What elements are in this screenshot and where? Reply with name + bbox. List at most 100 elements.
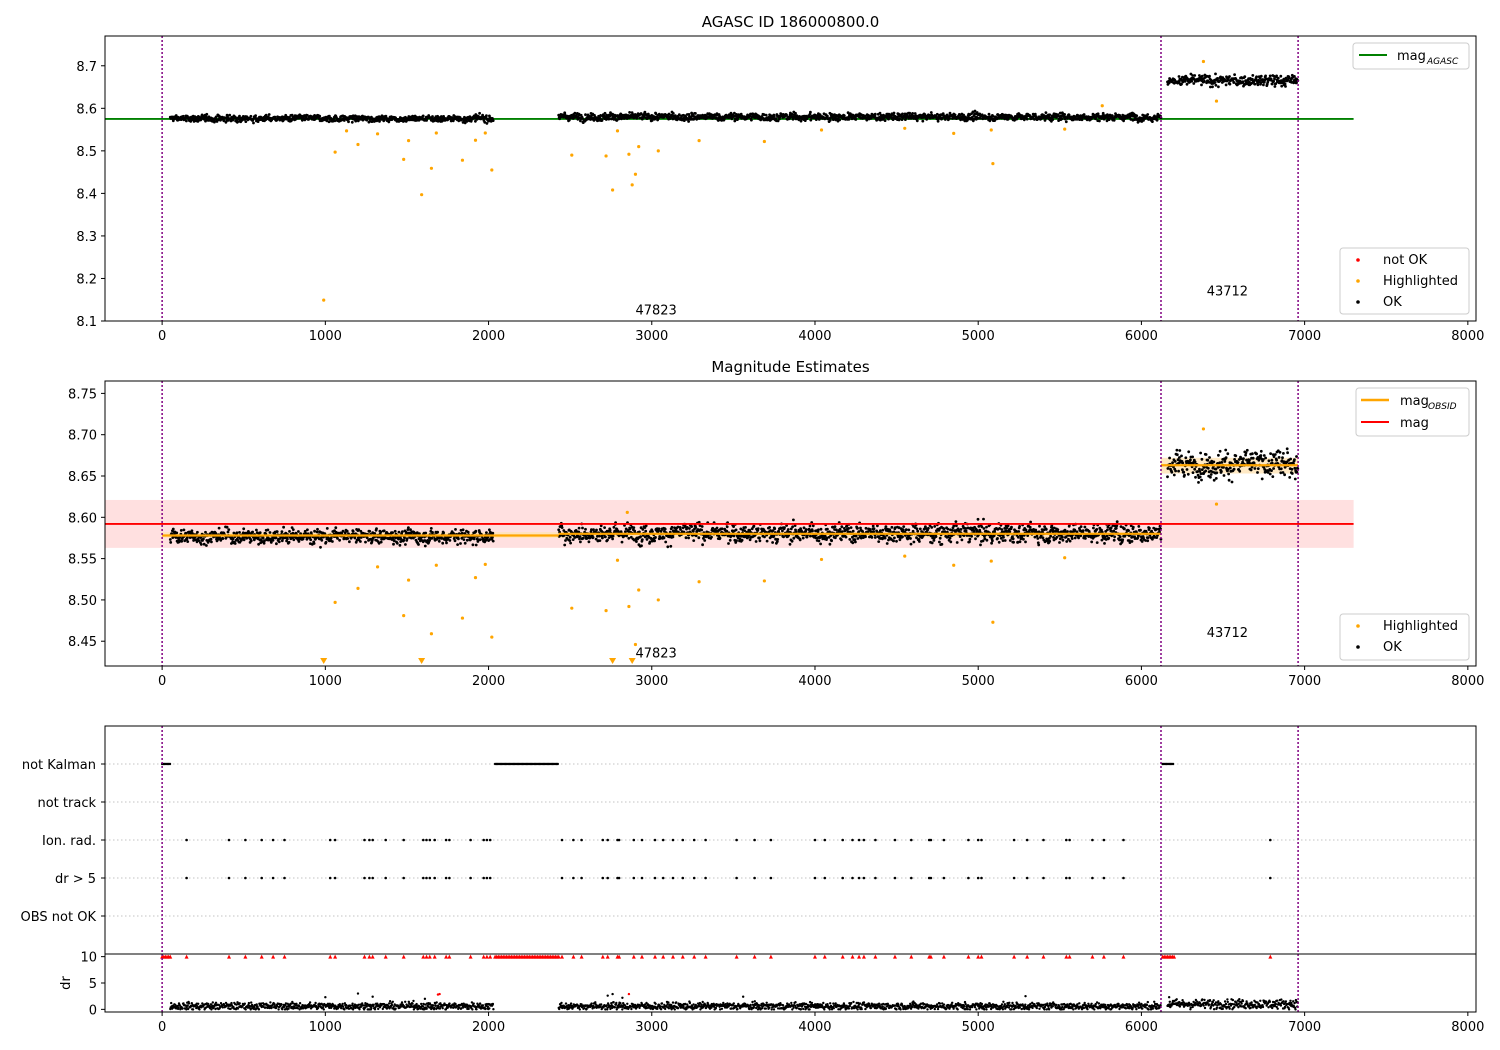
ok-point bbox=[1194, 475, 1197, 479]
ok-point bbox=[333, 119, 337, 123]
ok-point bbox=[1123, 527, 1126, 531]
ok-point bbox=[628, 111, 631, 114]
ok-point bbox=[688, 527, 691, 530]
ok-point bbox=[1185, 82, 1189, 86]
ok-point bbox=[1058, 537, 1062, 541]
ok-point bbox=[955, 524, 958, 528]
ok-point bbox=[465, 120, 469, 123]
ok-point bbox=[1212, 478, 1216, 482]
ok-point bbox=[1256, 471, 1259, 474]
ok-point bbox=[1262, 466, 1266, 469]
ok-point bbox=[732, 534, 736, 538]
ok-point bbox=[271, 538, 275, 542]
ok-point bbox=[571, 538, 575, 541]
ok-point bbox=[1140, 540, 1144, 543]
ok-point bbox=[1242, 457, 1245, 460]
ok-point bbox=[397, 530, 401, 534]
ok-point bbox=[341, 529, 345, 533]
ok-point bbox=[244, 120, 248, 123]
ok-point bbox=[662, 536, 666, 540]
ok-point bbox=[417, 543, 420, 546]
x-axis-tick-label: 0 bbox=[158, 329, 166, 344]
highlighted-point bbox=[1201, 59, 1206, 64]
ok-point bbox=[842, 114, 846, 117]
ok-point bbox=[808, 524, 812, 528]
ok-point bbox=[1193, 74, 1197, 77]
ok-point bbox=[929, 111, 933, 114]
ok-point bbox=[909, 542, 913, 546]
ok-point bbox=[233, 542, 237, 545]
ok-point bbox=[251, 530, 255, 534]
ok-point bbox=[266, 528, 270, 532]
ok-point bbox=[365, 536, 369, 540]
ok-point bbox=[990, 541, 993, 545]
ok-point bbox=[738, 537, 742, 541]
ok-point bbox=[587, 540, 591, 544]
ok-point bbox=[178, 536, 182, 539]
ok-point bbox=[685, 526, 689, 529]
highlighted-point bbox=[429, 166, 434, 170]
ok-point bbox=[379, 540, 383, 544]
ok-point bbox=[402, 119, 406, 123]
ok-point bbox=[596, 534, 599, 538]
ok-point bbox=[1284, 85, 1287, 88]
ok-point bbox=[491, 531, 495, 535]
ok-point bbox=[578, 537, 581, 541]
ok-point bbox=[625, 117, 629, 120]
ok-point bbox=[1192, 82, 1196, 85]
ok-point bbox=[735, 539, 738, 543]
ok-point bbox=[1191, 74, 1194, 77]
ok-point bbox=[833, 113, 836, 117]
ok-point bbox=[1226, 452, 1230, 456]
ok-point bbox=[184, 531, 188, 535]
ok-point bbox=[817, 118, 821, 121]
ok-point bbox=[893, 536, 896, 540]
ok-point bbox=[1253, 82, 1257, 86]
ok-point bbox=[654, 112, 658, 115]
ok-point bbox=[1200, 74, 1204, 78]
ok-point bbox=[1213, 81, 1217, 84]
ok-point bbox=[875, 529, 878, 533]
ok-point bbox=[579, 540, 582, 544]
ok-point bbox=[1206, 458, 1210, 462]
ok-point bbox=[752, 524, 756, 528]
ok-point bbox=[395, 541, 399, 545]
ok-point bbox=[942, 527, 946, 531]
ok-point bbox=[977, 525, 981, 528]
ok-point bbox=[560, 526, 564, 529]
ok-point bbox=[871, 524, 875, 528]
ok-point bbox=[1073, 528, 1077, 532]
ok-point bbox=[901, 528, 905, 531]
ok-point bbox=[684, 536, 688, 540]
ok-point bbox=[644, 524, 648, 528]
ok-point bbox=[191, 532, 194, 535]
ok-point bbox=[347, 120, 350, 124]
ok-point bbox=[1037, 543, 1041, 547]
ok-point bbox=[1106, 113, 1109, 116]
ok-point bbox=[830, 112, 833, 116]
ok-point bbox=[921, 119, 925, 123]
ok-point bbox=[291, 528, 295, 531]
ok-point bbox=[849, 526, 853, 529]
y-axis-tick-label: 8.7 bbox=[76, 60, 97, 75]
ok-point bbox=[851, 541, 855, 545]
ok-point bbox=[485, 114, 488, 118]
highlighted-point bbox=[610, 188, 615, 192]
ok-point bbox=[851, 529, 855, 533]
ok-point bbox=[896, 535, 900, 539]
highlighted-point bbox=[1063, 127, 1067, 131]
ok-point bbox=[1092, 113, 1096, 117]
ok-point bbox=[1130, 540, 1134, 543]
ok-point bbox=[687, 536, 690, 540]
x-axis-tick-label: 8000 bbox=[1451, 329, 1484, 344]
ok-point bbox=[902, 525, 906, 528]
ok-point bbox=[247, 531, 251, 535]
ok-point bbox=[328, 114, 331, 118]
ok-point bbox=[325, 527, 329, 530]
ok-point bbox=[268, 531, 272, 534]
ok-point bbox=[1135, 114, 1139, 118]
ok-point bbox=[393, 529, 397, 533]
ok-point bbox=[1224, 83, 1228, 87]
ok-point bbox=[912, 540, 916, 544]
